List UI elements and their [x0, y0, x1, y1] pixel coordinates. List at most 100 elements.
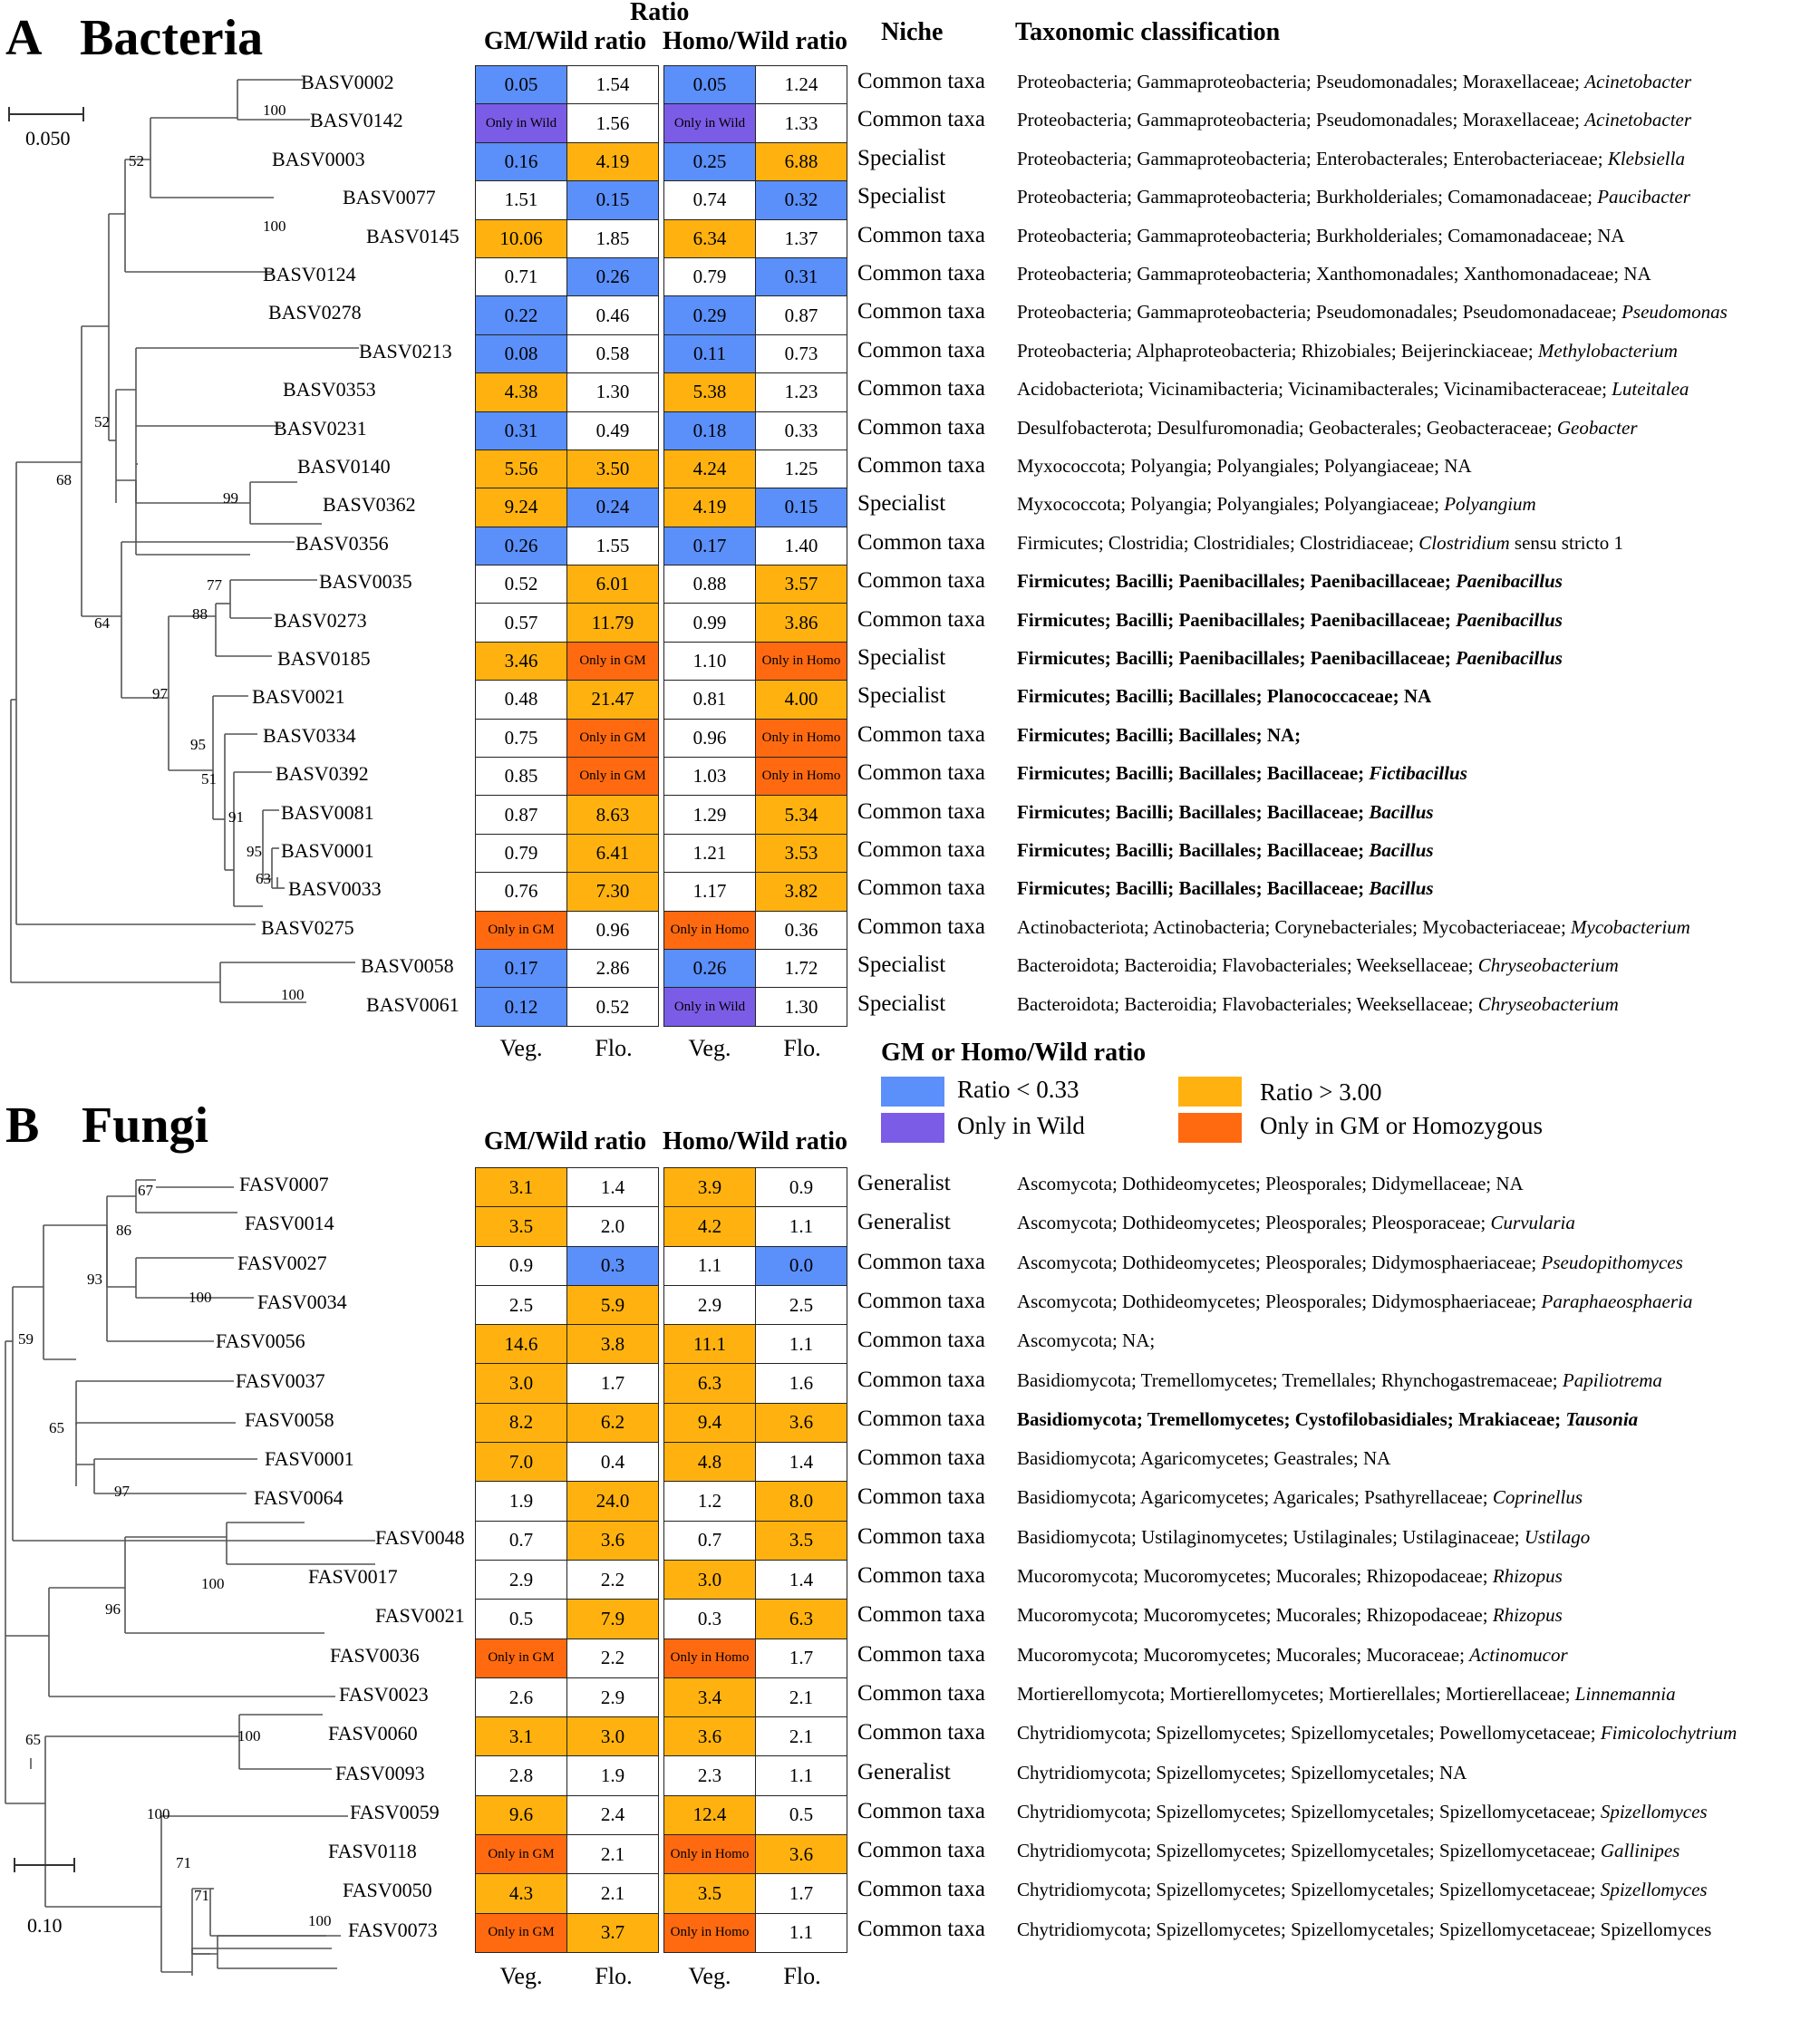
genus-name: Fimicolochytrium: [1600, 1722, 1738, 1745]
panel-a-ratio-header: Ratio: [630, 0, 690, 26]
ratio-cell: 11.1: [663, 1324, 756, 1365]
table-row: 8.2 6.2: [475, 1402, 659, 1444]
ratio-cell: 3.53: [755, 833, 847, 874]
ratio-cell: 2.8: [475, 1755, 567, 1796]
ratio-cell: 0.9: [475, 1245, 567, 1286]
ratio-cell: 4.2: [663, 1206, 756, 1247]
table-row: 5.38 1.23: [663, 372, 847, 412]
panel-a-bootstrap: 64: [94, 614, 110, 632]
asv-label: FASV0034: [257, 1290, 347, 1313]
taxonomy-text: Chytridiomycota; Spizellomycetes; Spizel…: [1017, 1879, 1601, 1901]
table-row: Only in Wild 1.33: [663, 103, 847, 143]
panel-a-niche-header: Niche: [881, 18, 944, 46]
ratio-cell: Only in Wild: [663, 987, 756, 1027]
asv-label: FASV0007: [239, 1173, 329, 1195]
ratio-cell: Only in Homo: [755, 641, 847, 682]
panel-a-bootstrap: 63: [256, 870, 271, 887]
table-row: 3.1 1.4: [475, 1166, 659, 1208]
ratio-cell: 3.5: [755, 1520, 847, 1561]
ratio-cell: 2.3: [663, 1755, 756, 1796]
niche-label: Common taxa: [857, 1523, 985, 1549]
ratio-cell: 0.26: [566, 256, 659, 297]
ratio-cell: 4.8: [663, 1442, 756, 1483]
genus-name: Linnemannia: [1574, 1682, 1676, 1705]
taxonomy-text: Mucoromycota; Mucoromycetes; Mucorales; …: [1017, 1604, 1493, 1627]
ratio-cell: 1.30: [755, 987, 847, 1027]
taxonomy-text: Chytridiomycota; Spizellomycetes; Spizel…: [1017, 1722, 1601, 1745]
panel-a-col-veg-homo: Veg.: [688, 1035, 731, 1061]
legend-swatch-high: [1178, 1077, 1242, 1107]
ratio-cell: 4.3: [475, 1873, 567, 1914]
taxonomy-text: Chytridiomycota; Spizellomycetes; Spizel…: [1017, 1918, 1712, 1940]
ratio-cell: 4.00: [755, 680, 847, 720]
ratio-cell: 1.85: [566, 218, 659, 258]
panel-b-bootstrap: 93: [87, 1271, 102, 1288]
ratio-cell: 4.24: [663, 449, 756, 489]
table-row: 0.3 6.3: [663, 1599, 847, 1639]
asv-label: BASV0392: [276, 762, 369, 786]
genus-name: Luteitalea: [1612, 378, 1689, 401]
legend-swatch-low: [881, 1077, 944, 1107]
ratio-cell: 1.30: [566, 372, 659, 412]
ratio-cell: 10.06: [475, 218, 567, 258]
taxonomy-label: Firmicutes; Bacilli; Bacillales; Bacilla…: [1017, 839, 1434, 862]
ratio-cell: 0.52: [566, 987, 659, 1027]
genus-name: Gallinipes: [1600, 1840, 1680, 1862]
taxonomy-text: Basidiomycota; Agaricomycetes; Agaricale…: [1017, 1486, 1493, 1509]
taxonomy-label: Mucoromycota; Mucoromycetes; Mucorales; …: [1017, 1644, 1568, 1667]
asv-label: FASV0048: [375, 1525, 465, 1549]
table-row: 4.19 0.15: [663, 488, 847, 527]
asv-label: BASV0231: [274, 416, 367, 440]
panel-b-scale-bar: [14, 1858, 75, 1872]
ratio-cell: 3.1: [475, 1166, 567, 1208]
ratio-cell: Only in Wild: [475, 103, 567, 143]
table-row: Only in Homo 0.36: [663, 910, 847, 950]
asv-label: BASV0362: [323, 493, 416, 517]
ratio-cell: 7.0: [475, 1442, 567, 1483]
table-row: 0.81 4.00: [663, 680, 847, 720]
ratio-cell: 1.33: [755, 103, 847, 143]
asv-label: BASV0145: [366, 224, 460, 247]
panel-b-col-veg-gm: Veg.: [499, 1963, 543, 1989]
table-row: 0.75 Only in GM: [475, 718, 659, 759]
table-row: 3.9 0.9: [663, 1166, 847, 1208]
asv-label: FASV0064: [254, 1486, 344, 1510]
table-row: 2.3 1.1: [663, 1755, 847, 1796]
table-row: 0.87 8.63: [475, 795, 659, 835]
genus-name: Clostridium: [1418, 531, 1510, 554]
ratio-cell: 2.1: [755, 1677, 847, 1718]
table-row: 3.1 3.0: [475, 1716, 659, 1757]
ratio-cell: 9.4: [663, 1402, 756, 1444]
asv-label: FASV0060: [328, 1722, 418, 1745]
ratio-cell: 3.1: [475, 1716, 567, 1757]
table-row: 0.7 3.5: [663, 1520, 847, 1561]
ratio-cell: 1.4: [755, 1442, 847, 1483]
taxonomy-label: Firmicutes; Bacilli; Bacillales; Bacilla…: [1017, 801, 1434, 824]
ratio-cell: 1.51: [475, 180, 567, 220]
table-row: 2.5 5.9: [475, 1284, 659, 1326]
panel-a-bootstrap: 88: [192, 605, 208, 623]
ratio-cell: 1.4: [755, 1559, 847, 1600]
table-row: 14.6 3.8: [475, 1324, 659, 1365]
table-row: 2.8 1.9: [475, 1755, 659, 1796]
taxonomy-text: Proteobacteria; Gammaproteobacteria; Pse…: [1017, 109, 1585, 131]
taxonomy-label: Proteobacteria; Gammaproteobacteria; Bur…: [1017, 186, 1690, 208]
ratio-cell: 2.6: [475, 1677, 567, 1718]
asv-label: BASV0278: [268, 301, 362, 324]
taxonomy-label: Firmicutes; Bacilli; Bacillales; Bacilla…: [1017, 762, 1467, 785]
panel-b-bootstrap: 59: [18, 1330, 34, 1348]
niche-label: Specialist: [857, 952, 946, 978]
panel-b-bootstrap: 100: [201, 1575, 225, 1592]
asv-label: FASV0001: [265, 1447, 354, 1471]
taxonomy-label: Firmicutes; Clostridia; Clostridiales; C…: [1017, 532, 1623, 555]
ratio-cell: 6.01: [566, 565, 659, 604]
ratio-cell: 3.4: [663, 1677, 756, 1718]
table-row: 0.17 2.86: [475, 948, 659, 989]
ratio-cell: 0.9: [755, 1166, 847, 1208]
ratio-cell: 2.1: [755, 1716, 847, 1757]
ratio-cell: 0.24: [566, 488, 659, 527]
asv-label: FASV0023: [339, 1682, 429, 1706]
table-row: 5.56 3.50: [475, 449, 659, 489]
ratio-cell: 6.3: [755, 1599, 847, 1639]
ratio-cell: 5.38: [663, 372, 756, 412]
